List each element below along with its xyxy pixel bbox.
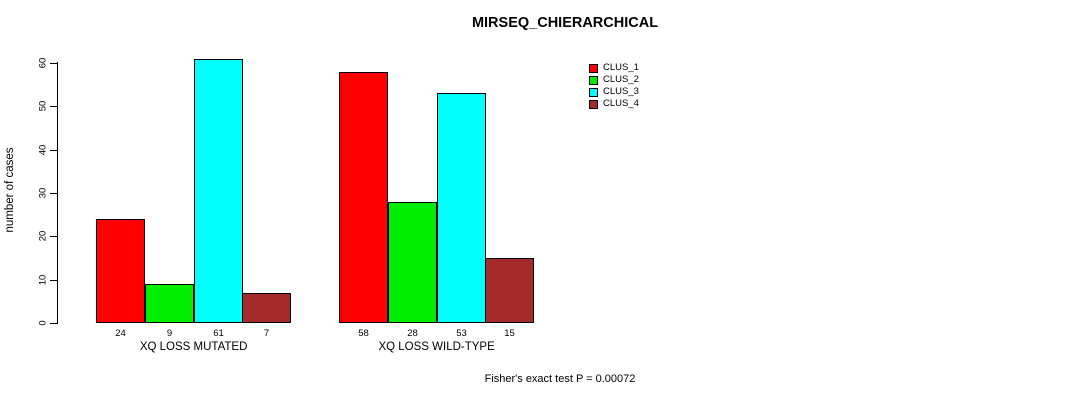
legend-item: CLUS_3 (589, 87, 639, 97)
y-axis-tick (50, 236, 57, 238)
legend-color-swatch (589, 63, 598, 73)
bar (339, 72, 388, 323)
legend-item: CLUS_4 (589, 99, 639, 109)
bar-value-label: 7 (263, 328, 270, 339)
y-axis-tick (50, 149, 57, 151)
bar-value-label: 61 (213, 328, 224, 339)
y-axis-tick-label: 0 (37, 320, 49, 326)
y-axis-tick-label: 50 (37, 101, 49, 112)
chart-title: MIRSEQ_CHIERARCHICAL (471, 15, 659, 31)
y-axis-title: number of cases (4, 147, 16, 233)
bar-value-label: 24 (115, 328, 126, 339)
y-axis-tick-label: 10 (37, 274, 49, 285)
legend-color-swatch (589, 87, 598, 97)
fisher-test-annotation: Fisher's exact test P = 0.00072 (484, 373, 636, 385)
legend: CLUS_1 CLUS_2 CLUS_3 CLUS_4 (589, 63, 639, 109)
legend-item-label: CLUS_3 (603, 86, 639, 97)
y-axis-tick-label: 60 (37, 57, 49, 69)
legend-color-swatch (589, 75, 598, 85)
legend-item-label: CLUS_1 (603, 62, 639, 73)
legend-item: CLUS_1 (589, 63, 639, 73)
y-axis-tick-label: 40 (37, 144, 49, 155)
y-axis-tick (50, 279, 57, 281)
legend-item-label: CLUS_2 (603, 74, 639, 85)
y-axis-tick (50, 193, 57, 194)
legend-color-swatch (589, 99, 598, 109)
bar (388, 202, 437, 323)
y-axis-line (57, 62, 58, 324)
bar-value-label: 53 (456, 328, 467, 339)
bar-value-label: 58 (358, 328, 369, 339)
bar (96, 219, 145, 323)
y-axis-tick (50, 106, 57, 108)
y-axis-tick (50, 63, 57, 64)
y-axis-tick (50, 323, 57, 324)
x-group-label: XQ LOSS MUTATED (139, 341, 248, 353)
legend-item: CLUS_2 (589, 75, 639, 85)
bar-value-label: 15 (504, 328, 515, 339)
bar (145, 284, 194, 323)
bar (194, 59, 243, 323)
bar-value-label: 9 (166, 328, 173, 339)
y-axis-tick-label: 20 (37, 231, 49, 242)
bar (485, 258, 534, 323)
bar (242, 293, 291, 323)
y-axis-tick-label: 30 (37, 187, 49, 199)
x-group-label: XQ LOSS WILD-TYPE (378, 341, 495, 353)
bar (437, 93, 486, 323)
bar-value-label: 28 (407, 328, 418, 339)
legend-item-label: CLUS_4 (603, 98, 639, 109)
